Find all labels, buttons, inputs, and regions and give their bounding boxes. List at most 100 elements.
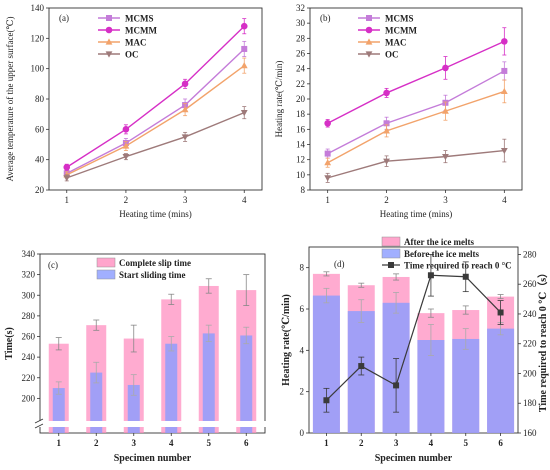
data-point — [383, 127, 390, 134]
x-axis-title: Specimen number — [375, 453, 453, 464]
data-point — [181, 80, 189, 88]
legend-marker — [105, 26, 113, 34]
y-axis-title-left: Heating rate(℃/min) — [281, 294, 292, 386]
series-MAC: MAC — [324, 38, 508, 168]
legend-marker — [388, 262, 394, 268]
legend-marker — [105, 38, 113, 45]
x-tick-label: 2 — [384, 195, 389, 205]
legend-marker — [365, 51, 373, 58]
y-tick-label: 24 — [296, 64, 306, 74]
data-point — [442, 154, 449, 161]
legend-label: MCMS — [385, 14, 414, 24]
y-tick-label: 22 — [296, 79, 305, 89]
y-tick-label: 220 — [22, 373, 36, 383]
y-tick-label-left: 6 — [300, 304, 305, 314]
legend-swatch — [96, 269, 116, 280]
x-tick-label: 6 — [498, 438, 503, 448]
panel-label: (b) — [320, 13, 331, 23]
data-point — [240, 110, 248, 117]
series-MCMM: MCMM — [324, 26, 508, 128]
data-point — [122, 142, 130, 149]
data-point — [442, 107, 449, 114]
legend-marker — [365, 26, 373, 34]
series-MCMS: MCMS — [63, 14, 248, 179]
series-line — [66, 48, 245, 174]
x-axis-title: Heating time (mins) — [380, 209, 452, 219]
y-tick-label: 18 — [296, 109, 306, 119]
data-point — [181, 134, 189, 141]
x-axis-title: Heating time (mins) — [119, 209, 191, 219]
y-tick-label-left: 2 — [300, 387, 305, 397]
data-point — [324, 175, 332, 182]
data-point — [501, 67, 508, 74]
legend-label: MCMM — [385, 26, 417, 36]
y-tick-label: 40 — [35, 155, 45, 165]
bar-before-ice-melts — [452, 338, 480, 433]
series-line — [327, 40, 505, 124]
data-point — [442, 64, 449, 72]
data-point — [383, 158, 390, 165]
y-tick-label: 340 — [22, 249, 36, 259]
legend-swatch — [96, 257, 116, 268]
legend-label: OC — [385, 50, 399, 60]
series-line — [327, 149, 505, 179]
x-tick-label: 1 — [57, 438, 62, 448]
y-axis-title-right: Time required to reach 0 ℃（s） — [536, 268, 549, 412]
y-tick-label-right: 220 — [523, 339, 537, 349]
legend-label: MAC — [385, 38, 407, 48]
y-tick-label: 240 — [22, 352, 36, 362]
bar-start-sliding — [90, 372, 103, 433]
axis-break-gap — [32, 421, 273, 427]
series-line — [66, 112, 245, 179]
y-tick-label: 14 — [296, 140, 306, 150]
data-point — [181, 106, 189, 113]
legend-label: MCMM — [125, 26, 157, 36]
y-tick-label: 20 — [35, 185, 45, 195]
y-tick-label: 80 — [35, 94, 45, 104]
x-tick-label: 1 — [324, 438, 329, 448]
legend-label: Time required to reach 0 °C — [404, 261, 512, 271]
y-tick-label-right: 160 — [523, 428, 537, 438]
series-OC: OC — [324, 50, 508, 183]
data-point — [63, 175, 71, 182]
bar-start-sliding — [165, 343, 178, 433]
y-axis-title: Time(s) — [4, 327, 15, 360]
data-point-time — [427, 272, 434, 279]
x-tick-label: 2 — [359, 438, 364, 448]
data-point — [324, 119, 331, 127]
legend-swatch — [381, 248, 401, 259]
x-tick-label: 4 — [429, 438, 434, 448]
x-tick-label: 1 — [65, 195, 70, 205]
data-point — [324, 150, 331, 157]
legend-swatch — [381, 236, 401, 247]
y-tick-label: 320 — [22, 270, 36, 280]
data-point-time — [462, 273, 469, 280]
x-tick-label: 4 — [169, 438, 174, 448]
data-point — [122, 154, 130, 161]
legend-marker — [106, 15, 112, 21]
data-point-time — [393, 382, 400, 389]
data-point — [240, 62, 248, 69]
legend-label: After the ice melts — [404, 237, 475, 247]
data-point — [241, 45, 248, 52]
chart-panel-a: 20 40 60 80 100 120 140 1 2 3 4 Heating time (mins)… — [5, 3, 263, 219]
y-tick-label-right: 280 — [523, 249, 537, 259]
x-tick-label: 4 — [502, 195, 507, 205]
y-tick-label: 60 — [35, 124, 45, 134]
data-point — [501, 38, 508, 45]
x-tick-label: 2 — [94, 438, 99, 448]
y-tick-label: 20 — [296, 94, 306, 104]
series-line — [66, 25, 245, 168]
series-line — [66, 65, 245, 176]
y-tick-label: 300 — [22, 290, 36, 300]
y-tick-label-right: 200 — [523, 368, 537, 378]
data-point-time — [323, 397, 330, 404]
y-tick-label-left: 4 — [300, 345, 305, 355]
x-tick-label: 3 — [443, 195, 448, 205]
x-tick-label: 3 — [394, 438, 399, 448]
y-tick-label: 32 — [296, 3, 305, 13]
y-tick-label: 120 — [31, 33, 45, 43]
x-tick-label: 5 — [207, 438, 212, 448]
